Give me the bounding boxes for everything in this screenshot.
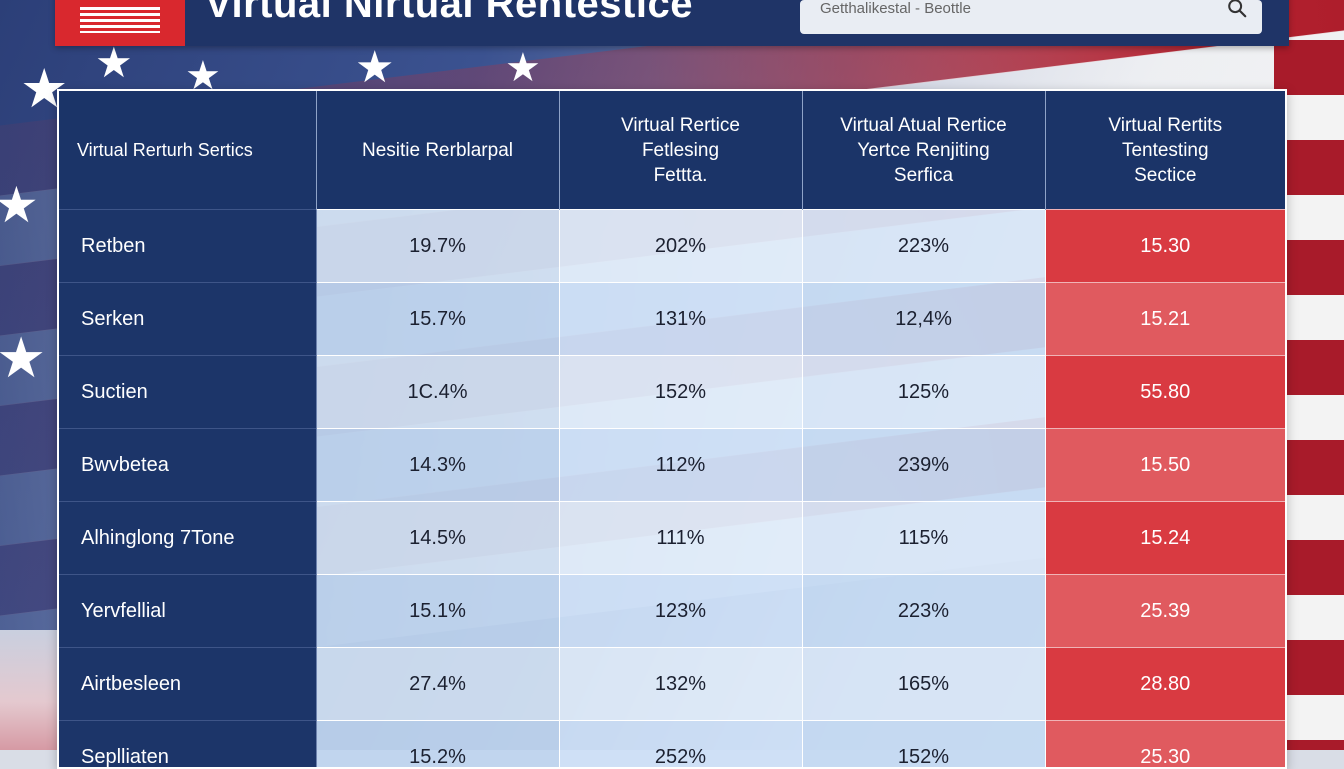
search-box[interactable] [800,0,1262,34]
table-cell-highlight: 25.39 [1045,575,1285,648]
comparison-table: Virtual Rerturh Sertics Nesitie Rerblarp… [57,89,1287,769]
table-cell-highlight: 15.30 [1045,210,1285,283]
search-icon[interactable] [1226,0,1248,19]
table-cell: 15.7% [316,283,559,356]
star-icon: ★ [355,46,394,90]
table-row: Suctien 1C.4% 152% 125% 55.80 [59,356,1285,429]
row-label: Suctien [59,356,316,429]
table-cell: 15.2% [316,721,559,769]
table-row: Seplliaten 15.2% 252% 152% 25.30 [59,721,1285,769]
table-cell: 14.5% [316,502,559,575]
flag-logo[interactable] [55,0,185,46]
table-cell-highlight: 55.80 [1045,356,1285,429]
table-cell: 223% [802,575,1045,648]
table-cell-highlight: 28.80 [1045,648,1285,721]
row-label: Bwvbetea [59,429,316,502]
column-header: Nesitie Rerblarpal [316,91,559,210]
star-icon: ★ [505,48,541,88]
row-label: Serken [59,283,316,356]
table-cell-highlight: 15.50 [1045,429,1285,502]
table-cell: 27.4% [316,648,559,721]
table-cell-highlight: 15.21 [1045,283,1285,356]
table-cell: 14.3% [316,429,559,502]
column-header: Virtual Rertits Tentesting Sectice [1045,91,1285,210]
table-row: Serken 15.7% 131% 12,4% 15.21 [59,283,1285,356]
table-cell: 123% [559,575,802,648]
table-cell: 12,4% [802,283,1045,356]
table-header-row: Virtual Rerturh Sertics Nesitie Rerblarp… [59,91,1285,210]
table-cell: 15.1% [316,575,559,648]
star-icon: ★ [0,330,46,386]
table-cell: 239% [802,429,1045,502]
page-title: Virtual Nirtual Rentestice [205,0,693,27]
row-label: Airtbesleen [59,648,316,721]
star-icon: ★ [0,180,39,230]
search-input[interactable] [818,0,1226,18]
table-cell: 1C.4% [316,356,559,429]
column-header: Virtual Rerturh Sertics [59,91,316,210]
table-row: Retben 19.7% 202% 223% 15.30 [59,210,1285,283]
table-cell: 152% [802,721,1045,769]
table-row: Airtbesleen 27.4% 132% 165% 28.80 [59,648,1285,721]
table-cell-highlight: 25.30 [1045,721,1285,769]
row-label: Yervfellial [59,575,316,648]
table-row: Bwvbetea 14.3% 112% 239% 15.50 [59,429,1285,502]
row-label: Retben [59,210,316,283]
table-cell: 115% [802,502,1045,575]
table-cell: 132% [559,648,802,721]
table-cell: 202% [559,210,802,283]
header-bar: Virtual Nirtual Rentestice [55,0,1289,46]
table-cell: 152% [559,356,802,429]
table-cell: 112% [559,429,802,502]
table-cell: 19.7% [316,210,559,283]
table-cell-highlight: 15.24 [1045,502,1285,575]
table-cell: 125% [802,356,1045,429]
table-row: Yervfellial 15.1% 123% 223% 25.39 [59,575,1285,648]
table-cell: 131% [559,283,802,356]
column-header: Virtual Atual Rertice Yertce Renjiting S… [802,91,1045,210]
table-cell: 111% [559,502,802,575]
star-icon: ★ [95,42,133,84]
table-cell: 165% [802,648,1045,721]
table-row: Alhinglong 7Tone 14.5% 111% 115% 15.24 [59,502,1285,575]
table-cell: 223% [802,210,1045,283]
flag-icon [80,7,160,33]
row-label: Alhinglong 7Tone [59,502,316,575]
table-cell: 252% [559,721,802,769]
column-header: Virtual Rertice Fetlesing Fettta. [559,91,802,210]
row-label: Seplliaten [59,721,316,769]
